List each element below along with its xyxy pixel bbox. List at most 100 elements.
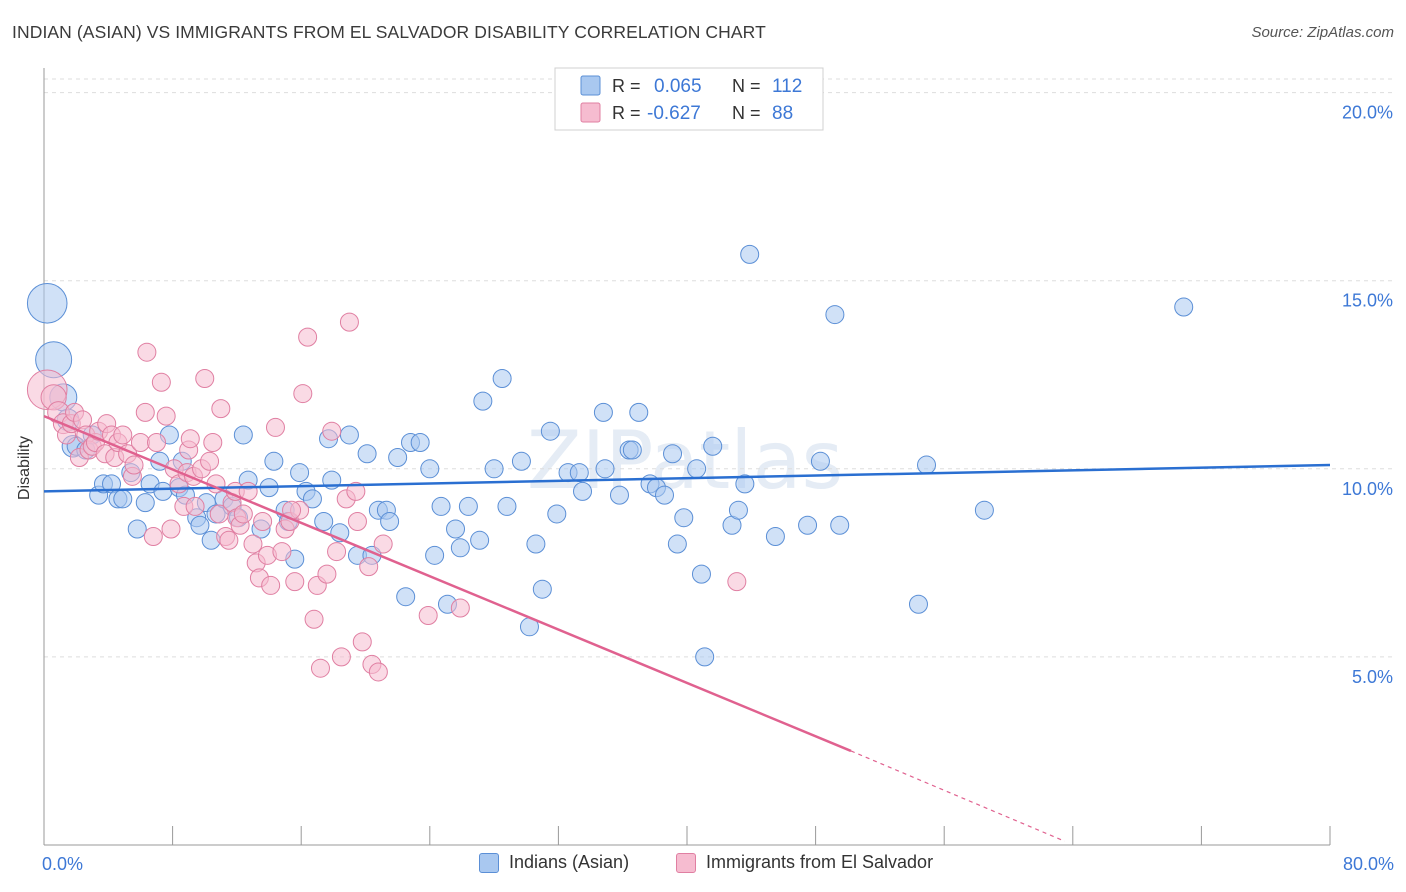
data-point-indians-asian bbox=[233, 425, 253, 445]
data-point-immigrants-el-salvador bbox=[130, 432, 150, 452]
legend-swatch-pink bbox=[580, 102, 601, 123]
data-point-immigrants-el-salvador bbox=[185, 496, 205, 516]
data-point-immigrants-el-salvador bbox=[143, 527, 163, 547]
data-point-immigrants-el-salvador bbox=[450, 598, 470, 618]
y-tick-label: 5.0% bbox=[1352, 667, 1393, 687]
data-point-immigrants-el-salvador bbox=[180, 429, 200, 449]
data-point-immigrants-el-salvador bbox=[304, 609, 324, 629]
trend-line-extension bbox=[850, 750, 1065, 842]
data-point-immigrants-el-salvador bbox=[156, 406, 176, 426]
data-point-indians-asian bbox=[357, 444, 377, 464]
legend-n-value: 88 bbox=[772, 103, 793, 124]
data-point-immigrants-el-salvador bbox=[727, 572, 747, 592]
data-point-immigrants-el-salvador bbox=[233, 504, 253, 524]
data-point-indians-asian bbox=[573, 481, 593, 501]
legend-item-immigrants-el-salvador: Immigrants from El Salvador bbox=[676, 852, 933, 873]
data-point-immigrants-el-salvador bbox=[368, 662, 388, 682]
data-point-indians-asian bbox=[302, 489, 322, 509]
data-point-immigrants-el-salvador bbox=[135, 402, 155, 422]
data-point-immigrants-el-salvador bbox=[265, 417, 285, 437]
data-point-indians-asian bbox=[667, 534, 687, 554]
data-point-indians-asian bbox=[663, 444, 683, 464]
data-point-indians-asian bbox=[470, 530, 490, 550]
data-point-indians-asian bbox=[484, 459, 504, 479]
chart-title: INDIAN (ASIAN) VS IMMIGRANTS FROM EL SAL… bbox=[12, 22, 766, 42]
data-point-indians-asian bbox=[629, 402, 649, 422]
data-point-indians-asian bbox=[458, 496, 478, 516]
legend-r-label: R = bbox=[612, 103, 641, 123]
data-point-indians-asian bbox=[135, 493, 155, 513]
data-point-indians-asian bbox=[609, 485, 629, 505]
data-point-immigrants-el-salvador bbox=[331, 647, 351, 667]
data-point-immigrants-el-salvador bbox=[310, 658, 330, 678]
data-point-indians-asian bbox=[1174, 297, 1194, 317]
data-point-indians-asian bbox=[532, 579, 552, 599]
legend-r-value: 0.065 bbox=[654, 76, 702, 97]
axes: 5.0% 10.0% 15.0% 20.0% 0.0% 80.0% bbox=[42, 68, 1394, 874]
data-point-indians-asian bbox=[450, 538, 470, 558]
data-point-indians-asian bbox=[798, 515, 818, 535]
data-point-indians-asian bbox=[810, 451, 830, 471]
data-point-immigrants-el-salvador bbox=[272, 542, 292, 562]
grid-lines bbox=[44, 78, 1394, 658]
trend-line-immigrants-el-salvador bbox=[43, 414, 852, 753]
data-point-immigrants-el-salvador bbox=[151, 372, 171, 392]
data-point-immigrants-el-salvador bbox=[317, 564, 337, 584]
data-point-indians-asian bbox=[687, 459, 707, 479]
data-point-indians-asian bbox=[314, 511, 334, 531]
data-point-indians-asian bbox=[339, 425, 359, 445]
data-point-indians-asian bbox=[425, 545, 445, 565]
data-point-indians-asian bbox=[473, 391, 493, 411]
series-immigrants-el-salvador bbox=[26, 312, 747, 682]
data-point-indians-asian bbox=[674, 508, 694, 528]
data-point-indians-asian bbox=[765, 527, 785, 547]
data-point-indians-asian bbox=[127, 519, 147, 539]
data-point-indians-asian bbox=[547, 504, 567, 524]
data-point-indians-asian bbox=[380, 511, 400, 531]
data-point-indians-asian bbox=[593, 402, 613, 422]
data-point-immigrants-el-salvador bbox=[253, 511, 273, 531]
data-point-immigrants-el-salvador bbox=[147, 432, 167, 452]
legend-swatch-pink bbox=[676, 852, 696, 873]
data-point-indians-asian bbox=[446, 519, 466, 539]
data-point-immigrants-el-salvador bbox=[322, 421, 342, 441]
data-point-immigrants-el-salvador bbox=[346, 481, 366, 501]
data-point-indians-asian bbox=[526, 534, 546, 554]
x-tick-label: 80.0% bbox=[1343, 854, 1394, 874]
legend-item-indians-asian: Indians (Asian) bbox=[479, 852, 629, 873]
data-point-indians-asian bbox=[691, 564, 711, 584]
data-point-indians-asian bbox=[396, 587, 416, 607]
data-point-immigrants-el-salvador bbox=[352, 632, 372, 652]
legend-n-label: N = bbox=[732, 76, 761, 96]
data-point-immigrants-el-salvador bbox=[359, 557, 379, 577]
data-point-indians-asian bbox=[540, 421, 560, 441]
data-point-immigrants-el-salvador bbox=[347, 511, 367, 531]
data-point-immigrants-el-salvador bbox=[137, 342, 157, 362]
legend-n-value: 112 bbox=[772, 76, 802, 97]
data-point-indians-asian bbox=[569, 463, 589, 483]
data-point-indians-asian bbox=[825, 305, 845, 325]
data-point-indians-asian bbox=[830, 515, 850, 535]
data-point-immigrants-el-salvador bbox=[200, 451, 220, 471]
data-point-indians-asian bbox=[735, 474, 755, 494]
legend-n-label: N = bbox=[732, 103, 761, 123]
data-point-indians-asian bbox=[26, 282, 68, 324]
data-point-immigrants-el-salvador bbox=[298, 327, 318, 347]
data-point-immigrants-el-salvador bbox=[339, 312, 359, 332]
y-tick-label: 15.0% bbox=[1342, 291, 1393, 311]
data-point-indians-asian bbox=[492, 369, 512, 389]
data-point-immigrants-el-salvador bbox=[243, 534, 263, 554]
data-point-indians-asian bbox=[153, 481, 173, 501]
legend-label: Indians (Asian) bbox=[509, 852, 630, 872]
bottom-legend: Indians (Asian) Immigrants from El Salva… bbox=[0, 852, 1406, 876]
data-point-indians-asian bbox=[703, 436, 723, 456]
data-point-indians-asian bbox=[190, 515, 210, 535]
data-point-indians-asian bbox=[908, 594, 928, 614]
y-tick-label: 20.0% bbox=[1342, 103, 1393, 123]
y-tick-label: 10.0% bbox=[1342, 479, 1393, 499]
data-point-immigrants-el-salvador bbox=[203, 432, 223, 452]
data-point-immigrants-el-salvador bbox=[113, 425, 133, 445]
trend-line-indians-asian bbox=[43, 463, 1331, 493]
data-point-immigrants-el-salvador bbox=[261, 575, 281, 595]
